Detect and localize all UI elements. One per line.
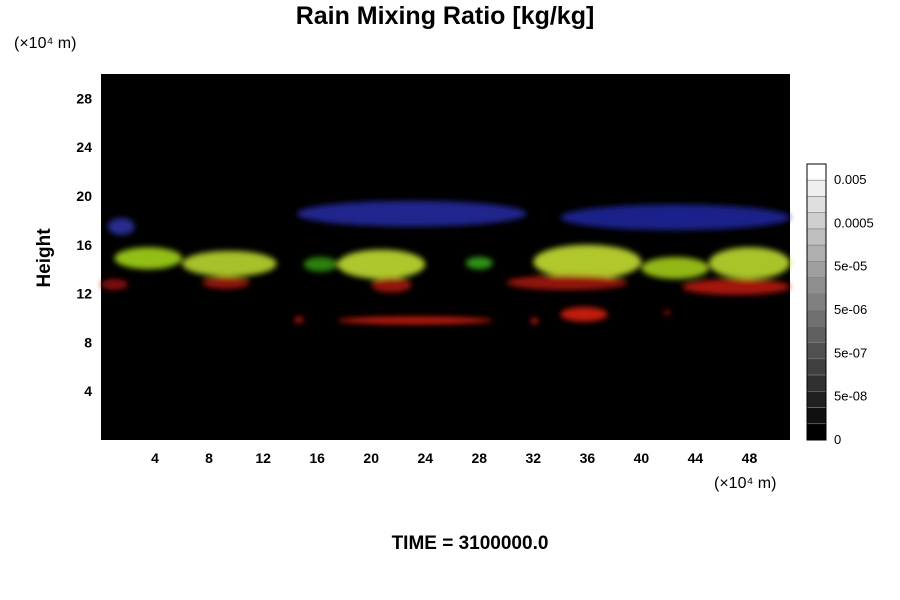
x-tick-label: 20 xyxy=(363,450,379,466)
x-tick-label: 24 xyxy=(417,450,433,466)
colorbar-level xyxy=(806,342,827,360)
colorbar-level xyxy=(806,390,827,408)
rain-field-regions xyxy=(101,200,791,325)
y-axis-unit: (×10⁴ m) xyxy=(14,35,76,52)
x-tick-labels: 4 8 12 16 20 24 28 32 36 40 44 48 xyxy=(151,450,757,466)
colorbar-level xyxy=(806,277,827,295)
x-tick-label: 48 xyxy=(742,450,758,466)
rain-region-2 xyxy=(560,204,791,231)
x-tick-label: 40 xyxy=(634,450,650,466)
rain-region-5 xyxy=(303,257,338,272)
colorbar-tick-label: 5e-06 xyxy=(834,302,867,317)
colorbar-level xyxy=(806,261,827,278)
x-tick-label: 44 xyxy=(688,450,704,466)
colorbar-frame xyxy=(806,163,827,441)
colorbar-tick-label: 0 xyxy=(834,432,841,447)
colorbar-tick-label: 5e-08 xyxy=(834,389,867,404)
y-tick-label: 28 xyxy=(76,90,92,106)
rain-region-20 xyxy=(664,310,671,316)
y-tick-label: 20 xyxy=(76,188,92,204)
rain-region-16 xyxy=(294,316,304,323)
colorbar-level xyxy=(806,358,827,376)
y-axis-label: Height xyxy=(34,228,55,288)
colorbar-level xyxy=(806,407,827,425)
colorbar-tick-label: 5e-07 xyxy=(834,345,867,360)
colorbar-level xyxy=(806,244,827,262)
colorbar-level xyxy=(806,228,827,246)
x-tick-label: 32 xyxy=(526,450,542,466)
time-label: TIME = 3100000.0 xyxy=(392,533,549,554)
x-tick-label: 12 xyxy=(255,450,271,466)
rain-region-17 xyxy=(337,316,493,325)
rain-region-3 xyxy=(114,247,183,270)
rain-region-13 xyxy=(371,277,412,293)
colorbar-level xyxy=(806,196,827,214)
colorbar-tick-labels: 0.005 0.0005 5e-05 5e-06 5e-07 5e-08 0 xyxy=(834,172,874,447)
chart-title: Rain Mixing Ratio [kg/kg] xyxy=(296,2,595,30)
x-axis-unit: (×10⁴ m) xyxy=(714,475,776,492)
colorbar-level xyxy=(806,293,827,311)
colorbar-level xyxy=(806,163,827,181)
rain-region-7 xyxy=(465,257,493,270)
colorbar-level xyxy=(806,212,827,230)
x-tick-label: 8 xyxy=(205,450,213,466)
rain-region-9 xyxy=(641,257,709,279)
y-tick-label: 24 xyxy=(76,139,92,155)
rain-region-11 xyxy=(101,278,129,290)
y-tick-labels: 4 8 12 16 20 24 28 xyxy=(76,90,92,399)
rain-region-10 xyxy=(708,247,790,279)
rain-region-8 xyxy=(533,244,642,279)
colorbar-tick-label: 0.0005 xyxy=(834,215,874,230)
colorbar-level xyxy=(806,374,827,392)
y-tick-label: 16 xyxy=(76,237,92,253)
rain-region-12 xyxy=(202,276,250,289)
rain-region-15 xyxy=(681,278,790,295)
colorbar-level xyxy=(806,309,827,327)
colorbar-level xyxy=(806,326,827,343)
rain-region-18 xyxy=(530,318,539,325)
y-tick-label: 12 xyxy=(76,286,92,302)
y-tick-label: 8 xyxy=(84,334,92,350)
y-tick-label: 4 xyxy=(84,383,92,399)
x-tick-label: 4 xyxy=(151,450,159,466)
rain-region-0 xyxy=(107,217,135,236)
rain-region-1 xyxy=(296,200,527,227)
rain-region-14 xyxy=(506,275,628,290)
rain-region-6 xyxy=(337,249,426,279)
rain-region-19 xyxy=(560,307,608,322)
x-tick-label: 16 xyxy=(309,450,325,466)
x-tick-label: 36 xyxy=(580,450,596,466)
colorbar-level xyxy=(806,423,827,441)
rain-region-4 xyxy=(182,250,277,277)
x-tick-label: 28 xyxy=(471,450,487,466)
colorbar-level xyxy=(806,179,827,197)
colorbar xyxy=(806,163,827,441)
colorbar-tick-label: 0.005 xyxy=(834,172,867,187)
colorbar-tick-label: 5e-05 xyxy=(834,259,867,274)
